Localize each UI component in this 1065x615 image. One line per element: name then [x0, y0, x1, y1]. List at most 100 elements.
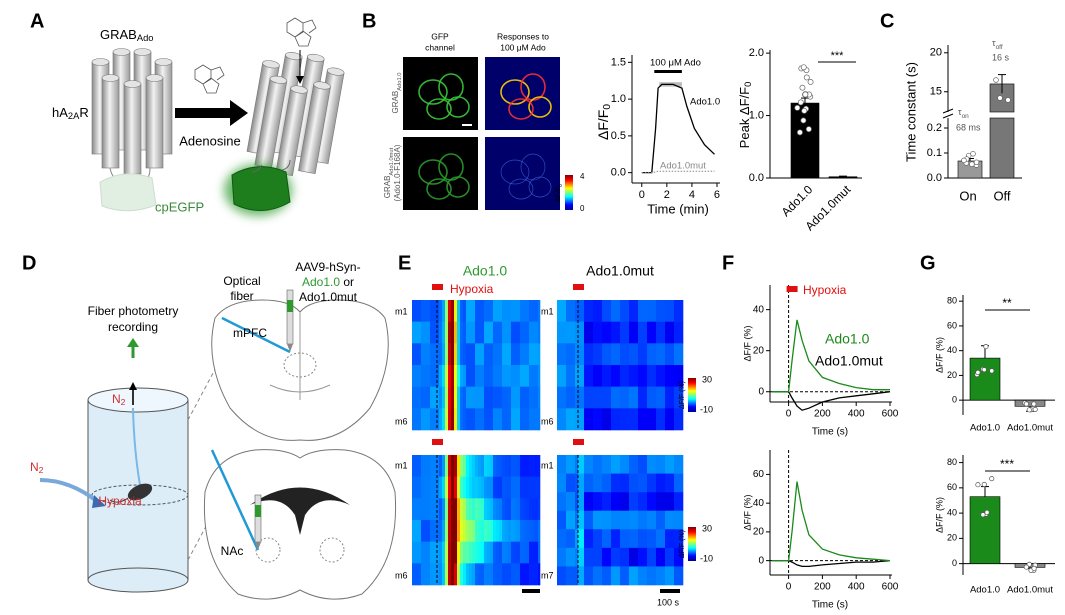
heatmap-cell [587, 529, 591, 549]
heatmap-cell [538, 498, 541, 521]
heatmap-cell [677, 529, 681, 549]
heatmap-cell [647, 529, 651, 549]
heatmap-cell [412, 563, 416, 586]
heatmap-cell [430, 455, 434, 477]
heatmap-cell [668, 455, 672, 474]
heatmap-cell [659, 529, 663, 549]
heatmap-cell [596, 566, 600, 586]
heatmap-cell [487, 541, 491, 564]
heatmap-cell [478, 541, 482, 564]
heatmap-cell [569, 566, 573, 586]
heatmap-cell [581, 321, 585, 344]
heatmap-cell [590, 455, 594, 474]
heatmap-cell [532, 300, 536, 322]
heatmap-cell [569, 510, 573, 530]
heatmap-cell [611, 510, 615, 530]
heatmap-cell [493, 520, 497, 542]
heatmap-cell [632, 408, 636, 431]
heatmap-cell [505, 541, 509, 564]
subscript: 2 [121, 397, 126, 407]
subscript: 0 [558, 184, 564, 187]
label: Ado1.0 [779, 182, 816, 219]
heatmap-cell [487, 476, 491, 499]
heatmap-cell [647, 455, 651, 474]
heatmap-cell [424, 455, 428, 477]
heatmap-cell [475, 408, 479, 431]
heatmap-cell [478, 455, 482, 477]
heatmap-cell [466, 343, 470, 366]
heatmap-cell [493, 563, 497, 586]
heatmap-cell [581, 300, 585, 322]
heatmap-cell [623, 408, 627, 431]
heatmap-cell [617, 386, 621, 409]
heatmap-cell [436, 365, 440, 387]
panel-label: C [880, 10, 894, 32]
heatmap-cell [599, 408, 603, 431]
cpegfp-bright [231, 166, 291, 211]
heatmap-cell [490, 541, 494, 564]
heatmap-cell [538, 343, 541, 366]
heatmap-cell [427, 365, 431, 387]
heatmap-cell [421, 300, 425, 322]
heatmap-cell [557, 408, 561, 431]
heatmap-cell [448, 541, 452, 564]
heatmap-cell [532, 365, 536, 387]
heatmap-cell [535, 343, 539, 366]
heatmap-cell [436, 321, 440, 344]
heatmap-cell [590, 408, 594, 431]
label: 100 μM Ado [500, 42, 546, 52]
heatmap-cell [499, 520, 503, 542]
heatmap-cell [430, 563, 434, 586]
heatmap-cell [520, 343, 524, 366]
heatmap-cell [472, 476, 476, 499]
heatmap-cell [635, 492, 639, 512]
label: Responses to [497, 31, 549, 41]
heatmap-cell [421, 386, 425, 409]
heatmap-cell [427, 386, 431, 409]
heatmap-cell [605, 510, 609, 530]
heatmap-cell [638, 510, 642, 530]
heatmap-cell [650, 408, 654, 431]
heatmap-cell [587, 321, 591, 344]
heatmap-cell [566, 386, 570, 409]
label: 100 s [657, 597, 680, 607]
heatmap-cell [499, 343, 503, 366]
heatmap-cell [638, 300, 642, 322]
heatmap-cell [505, 563, 509, 586]
text-part: Ado1.0 [302, 275, 340, 289]
text-part: or [340, 275, 354, 289]
heatmap-cell [611, 473, 615, 493]
heatmap-cell [680, 547, 684, 567]
heatmap-cell [454, 520, 458, 542]
heatmap-cell [563, 492, 567, 512]
helix-top [307, 53, 325, 62]
heatmap-cell [671, 365, 675, 387]
label: Ado1.0mut [1007, 423, 1053, 434]
heatmap-cell [632, 343, 636, 366]
heatmap-cell [578, 547, 582, 567]
label: τon [958, 107, 969, 119]
heatmap-cell [572, 492, 576, 512]
heatmap-cell [451, 321, 455, 344]
heatmap-cell [475, 498, 479, 521]
heatmap-cell [608, 529, 612, 549]
heatmap-cell [439, 365, 443, 387]
heatmap-cell [638, 343, 642, 366]
heatmap-cell [508, 343, 512, 366]
dot [981, 481, 987, 488]
heatmap-cell [445, 520, 449, 542]
heatmap-cell [611, 529, 615, 549]
heatmap-cell [662, 455, 666, 474]
heatmap-cell [529, 498, 533, 521]
heatmap-cell [457, 365, 461, 387]
heatmap-cell [469, 365, 473, 387]
helix [101, 77, 120, 169]
heatmap-cell [433, 300, 437, 322]
chamber-bottom [87, 567, 189, 593]
heatmap-cell [538, 365, 541, 387]
heatmap-cell [460, 300, 464, 322]
heatmap-cell [523, 541, 527, 564]
heatmap-cell [484, 476, 488, 499]
heatmap-cell [475, 321, 479, 344]
